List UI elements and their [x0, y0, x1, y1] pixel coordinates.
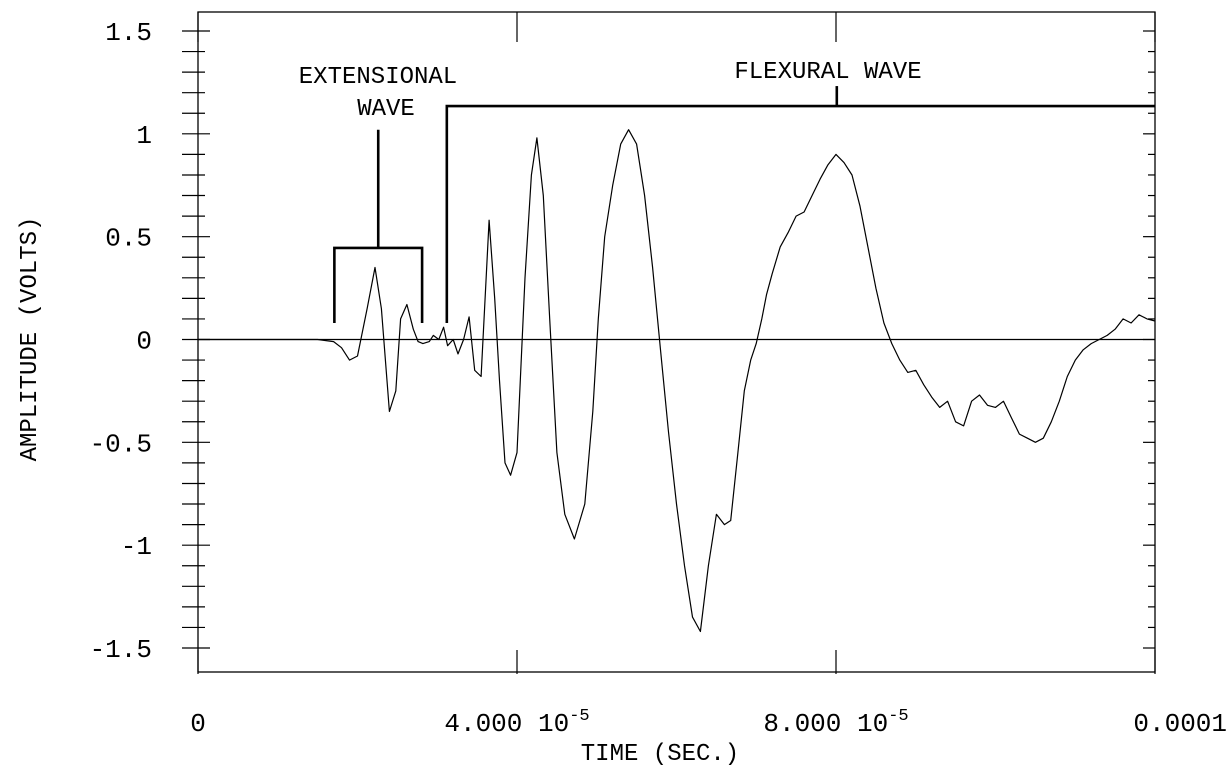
series-layer	[198, 129, 1156, 633]
signal-series-line	[198, 129, 1156, 633]
y-tick-labels: 1.5 1 0.5 0 -0.5 -1 -1.5	[90, 18, 152, 665]
annotations: EXTENSIONAL WAVE FLEXURAL WAVE	[299, 59, 1155, 324]
x-tick-label: 4.000 10-5	[444, 707, 589, 739]
x-axis-title: TIME (SEC.)	[581, 741, 739, 766]
plot-frame	[197, 11, 1156, 673]
y-tick-label: 1.5	[105, 18, 152, 48]
y-tick-label: 1	[136, 121, 152, 151]
extensional-label-line1: EXTENSIONAL	[299, 64, 457, 91]
y-tick-label: -0.5	[90, 429, 152, 459]
axis-ticks	[182, 12, 1156, 674]
y-tick-label: 0	[136, 327, 152, 357]
x-tick-labels: 0 4.000 10-5 8.000 10-5 0.00012	[190, 707, 1227, 739]
y-axis-title: AMPLITUDE (VOLTS)	[17, 217, 44, 462]
x-tick-label: 0.00012	[1133, 709, 1227, 739]
y-tick-label: 0.5	[105, 224, 152, 254]
x-tick-label: 8.000 10-5	[763, 707, 908, 739]
extensional-label-line2: WAVE	[357, 96, 415, 123]
flexural-bracket	[445, 104, 1155, 324]
x-tick-label: 0	[190, 709, 206, 739]
flexural-label: FLEXURAL WAVE	[734, 59, 921, 86]
y-tick-label: -1.5	[90, 635, 152, 665]
y-tick-label: -1	[121, 532, 152, 562]
